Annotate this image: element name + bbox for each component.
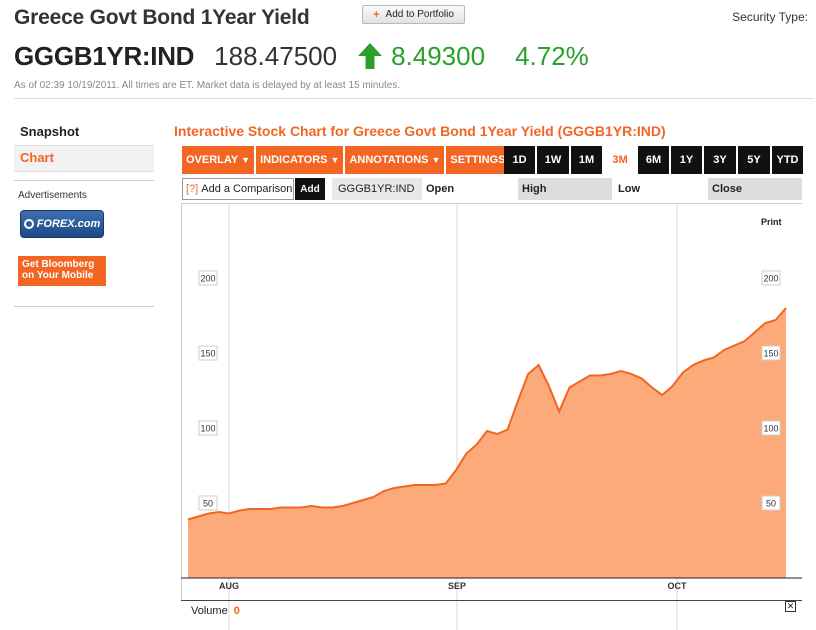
y-tick-label-right-150: 150	[763, 349, 778, 359]
add-comparison-input[interactable]: [?] Add a Comparison	[182, 178, 294, 200]
add-to-portfolio-label: Add to Portfolio	[385, 9, 454, 20]
ticker-symbol: GGGB1YR:IND	[14, 40, 195, 71]
chart-toolbar: OVERLAY ▼ INDICATORS ▼ ANNOTATIONS ▼ SETTIN…	[182, 146, 523, 174]
y-tick-box-left-100	[198, 420, 218, 436]
y-tick-label-left-200: 200	[200, 274, 215, 284]
low-value-label: Low	[618, 183, 640, 195]
help-icon[interactable]: [?]	[186, 183, 199, 195]
range-6m[interactable]: 6M	[638, 146, 669, 174]
add-comparison-button[interactable]: Add	[295, 178, 325, 200]
security-type-label: Security Type:	[732, 10, 808, 24]
range-1m[interactable]: 1M	[571, 146, 602, 174]
advertisements-label: Advertisements	[18, 190, 87, 201]
yield-line	[187, 307, 787, 521]
caret-down-icon: ▼	[330, 155, 340, 165]
overlay-menu[interactable]: OVERLAY ▼	[182, 146, 255, 174]
chart-frame	[181, 203, 802, 600]
percent-change: 4.72%	[515, 40, 589, 71]
bloomberg-mobile-ad[interactable]: Get Bloomberg on Your Mobile	[18, 256, 106, 286]
comparison-ticker: GGGB1YR:IND	[332, 178, 422, 200]
annotations-menu-label: ANNOTATIONS	[349, 154, 429, 166]
range-3m[interactable]: 3M	[604, 146, 636, 174]
caret-down-icon: ▼	[431, 155, 441, 165]
x-tick-label-sep: SEP	[448, 581, 466, 591]
range-1y[interactable]: 1Y	[671, 146, 702, 174]
close-icon[interactable]: ✕	[785, 601, 796, 612]
volume-value: 0	[233, 604, 240, 617]
x-tick-label-oct: OCT	[668, 581, 688, 591]
y-tick-box-right-50	[761, 495, 781, 511]
volume-label: Volume	[191, 604, 228, 617]
sidebar: Snapshot Chart	[14, 120, 154, 172]
settings-menu-label: SETTINGS	[450, 154, 506, 166]
forex-logo-icon	[23, 219, 34, 229]
y-tick-box-left-200	[198, 270, 218, 286]
y-tick-box-right-100	[761, 420, 781, 436]
comparison-row: [?] Add a Comparison Add GGGB1YR:IND Ope…	[182, 178, 802, 200]
header-divider	[14, 98, 814, 99]
price-change: 8.49300	[391, 40, 486, 71]
forex-ad-text: FOREX.com	[36, 218, 101, 230]
range-1w[interactable]: 1W	[537, 146, 569, 174]
y-tick-label-right-100: 100	[763, 424, 778, 434]
quote-row: GGGB1YR:IND 188.47500 8.49300 4.72%	[14, 38, 589, 74]
security-title: Greece Govt Bond 1Year Yield	[14, 6, 310, 29]
y-tick-label-left-50: 50	[203, 499, 213, 509]
sidebar-divider-bottom	[14, 306, 154, 307]
y-tick-box-left-50	[198, 495, 218, 511]
volume-panel: Volume 0	[181, 600, 802, 620]
range-3y[interactable]: 3Y	[704, 146, 736, 174]
y-tick-label-right-200: 200	[763, 274, 778, 284]
indicators-menu[interactable]: INDICATORS ▼	[256, 146, 344, 174]
bloomberg-ad-line2: on Your Mobile	[22, 270, 94, 281]
y-tick-label-right-50: 50	[766, 499, 776, 509]
y-tick-label-left-150: 150	[200, 349, 215, 359]
overlay-menu-label: OVERLAY	[186, 154, 239, 166]
close-value-label: Close	[708, 178, 802, 200]
y-tick-box-right-200	[761, 270, 781, 286]
x-tick-label-aug: AUG	[219, 581, 239, 591]
bloomberg-ad-line1: Get Bloomberg	[22, 259, 95, 270]
plus-icon: +	[373, 8, 380, 21]
y-tick-label-left-100: 100	[200, 424, 215, 434]
sidebar-item-snapshot[interactable]: Snapshot	[14, 120, 154, 146]
up-arrow-icon	[358, 43, 383, 69]
range-5y[interactable]: 5Y	[738, 146, 770, 174]
range-1d[interactable]: 1D	[504, 146, 535, 174]
add-comparison-placeholder: Add a Comparison	[201, 183, 293, 195]
annotations-menu[interactable]: ANNOTATIONS ▼	[345, 146, 445, 174]
high-value-label: High	[518, 178, 612, 200]
y-tick-box-left-150	[198, 345, 218, 361]
chart-title: Interactive Stock Chart for Greece Govt …	[174, 123, 666, 139]
print-button[interactable]: Print	[761, 217, 782, 227]
forex-ad[interactable]: FOREX.com	[20, 210, 104, 238]
range-ytd[interactable]: YTD	[772, 146, 803, 174]
last-price: 188.47500	[214, 40, 338, 71]
as-of-disclaimer: As of 02:39 10/19/2011. All times are ET…	[14, 80, 401, 91]
caret-down-icon: ▼	[241, 155, 251, 165]
indicators-menu-label: INDICATORS	[260, 154, 328, 166]
sidebar-item-chart[interactable]: Chart	[14, 146, 154, 172]
add-to-portfolio-button[interactable]: + Add to Portfolio	[362, 5, 465, 24]
y-tick-box-right-150	[761, 345, 781, 361]
sidebar-divider	[14, 180, 154, 181]
yield-area	[188, 308, 786, 578]
open-value-label: Open	[426, 183, 455, 195]
